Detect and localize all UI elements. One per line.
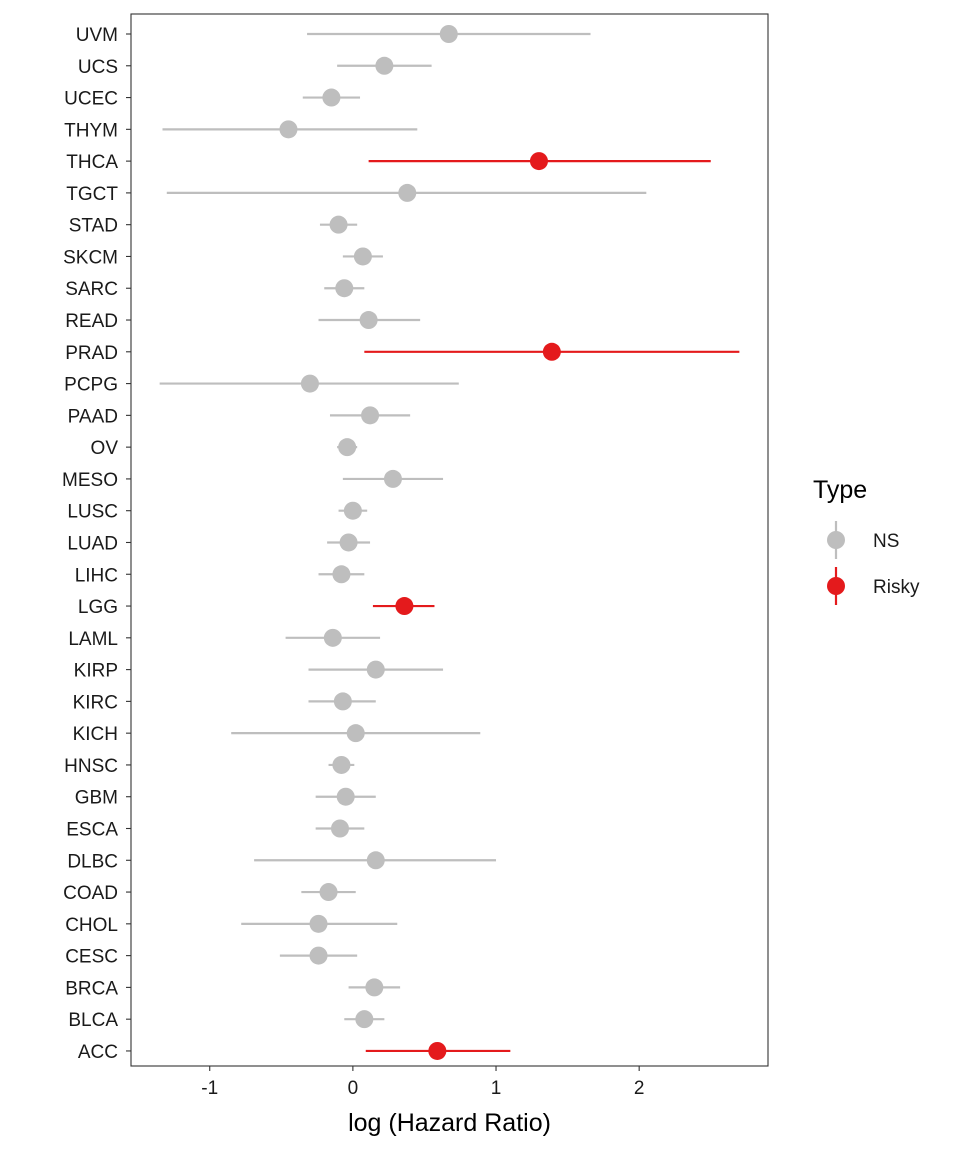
y-tick-label-lgg: LGG xyxy=(78,597,118,618)
point-kirc xyxy=(333,692,352,711)
point-thym xyxy=(279,120,298,139)
y-tick-label-chol: CHOL xyxy=(65,915,118,936)
point-cesc xyxy=(309,946,328,965)
y-tick-label-tgct: TGCT xyxy=(66,184,118,205)
x-tick-label: 0 xyxy=(348,1078,359,1099)
y-tick-label-read: READ xyxy=(65,311,118,332)
point-luad xyxy=(339,533,358,552)
point-ov xyxy=(338,438,357,457)
point-dlbc xyxy=(366,851,385,870)
point-esca xyxy=(330,819,349,838)
point-meso xyxy=(383,469,402,488)
legend-label-ns: NS xyxy=(873,531,899,552)
plot-area xyxy=(159,25,740,1060)
y-tick-label-blca: BLCA xyxy=(68,1010,118,1031)
legend: Type NS Risky xyxy=(813,476,920,605)
y-tick-label-ucec: UCEC xyxy=(64,89,118,110)
y-tick-label-acc: ACC xyxy=(78,1042,118,1063)
point-kich xyxy=(346,724,365,743)
point-chol xyxy=(309,914,328,933)
y-tick-label-luad: LUAD xyxy=(67,533,118,554)
y-tick-label-paad: PAAD xyxy=(68,406,118,427)
y-tick-label-thca: THCA xyxy=(66,152,118,173)
point-kirp xyxy=(366,660,385,679)
point-prad xyxy=(542,342,561,361)
y-tick-label-kirc: KIRC xyxy=(73,692,118,713)
x-axis-title: log (Hazard Ratio) xyxy=(348,1109,551,1137)
point-gbm xyxy=(336,787,355,806)
y-tick-label-brca: BRCA xyxy=(65,978,118,999)
y-tick-label-stad: STAD xyxy=(69,216,118,237)
legend-key-point-risky xyxy=(827,577,845,595)
point-skcm xyxy=(353,247,372,266)
point-pcpg xyxy=(300,374,319,393)
point-ucs xyxy=(375,56,394,75)
point-thca xyxy=(529,152,548,171)
y-tick-label-pcpg: PCPG xyxy=(64,375,118,396)
y-tick-label-prad: PRAD xyxy=(65,343,118,364)
point-read xyxy=(359,311,378,330)
y-tick-label-lusc: LUSC xyxy=(67,502,118,523)
axes: UVM UCS UCEC THYM THCA TGCT STAD SKCM SARC READ PR… xyxy=(62,13,769,1099)
legend-label-risky: Risky xyxy=(873,577,920,598)
point-acc xyxy=(428,1041,447,1060)
y-tick-label-esca: ESCA xyxy=(66,820,118,841)
point-tgct xyxy=(398,183,417,202)
point-lusc xyxy=(343,501,362,520)
y-tick-label-meso: MESO xyxy=(62,470,118,491)
point-lgg xyxy=(395,597,414,616)
y-tick-label-uvm: UVM xyxy=(76,25,118,46)
y-tick-label-kich: KICH xyxy=(73,724,118,745)
point-paad xyxy=(361,406,380,425)
panel-border xyxy=(130,13,769,1067)
x-tick-label: 1 xyxy=(491,1078,502,1099)
point-laml xyxy=(323,628,342,647)
x-tick-label: -1 xyxy=(201,1078,218,1099)
y-tick-label-hnsc: HNSC xyxy=(64,756,118,777)
legend-title: Type xyxy=(813,476,867,504)
x-tick-label: 2 xyxy=(634,1078,645,1099)
point-blca xyxy=(355,1010,374,1029)
y-tick-label-kirp: KIRP xyxy=(74,661,118,682)
y-tick-label-lihc: LIHC xyxy=(75,565,118,586)
y-tick-label-ucs: UCS xyxy=(78,57,118,78)
y-tick-label-cesc: CESC xyxy=(65,947,118,968)
y-tick-label-laml: LAML xyxy=(68,629,118,650)
point-coad xyxy=(319,883,338,902)
point-brca xyxy=(365,978,384,997)
y-tick-label-coad: COAD xyxy=(63,883,118,904)
point-stad xyxy=(329,215,348,234)
point-sarc xyxy=(335,279,354,298)
y-tick-label-ov: OV xyxy=(91,438,119,459)
point-lihc xyxy=(332,565,351,584)
y-tick-label-gbm: GBM xyxy=(75,788,118,809)
point-ucec xyxy=(322,88,341,107)
y-tick-label-thym: THYM xyxy=(64,120,118,141)
y-tick-label-dlbc: DLBC xyxy=(67,851,118,872)
point-hnsc xyxy=(332,755,351,774)
y-tick-label-skcm: SKCM xyxy=(63,247,118,268)
point-uvm xyxy=(439,25,458,43)
y-tick-label-sarc: SARC xyxy=(65,279,118,300)
legend-key-point-ns xyxy=(827,531,845,549)
